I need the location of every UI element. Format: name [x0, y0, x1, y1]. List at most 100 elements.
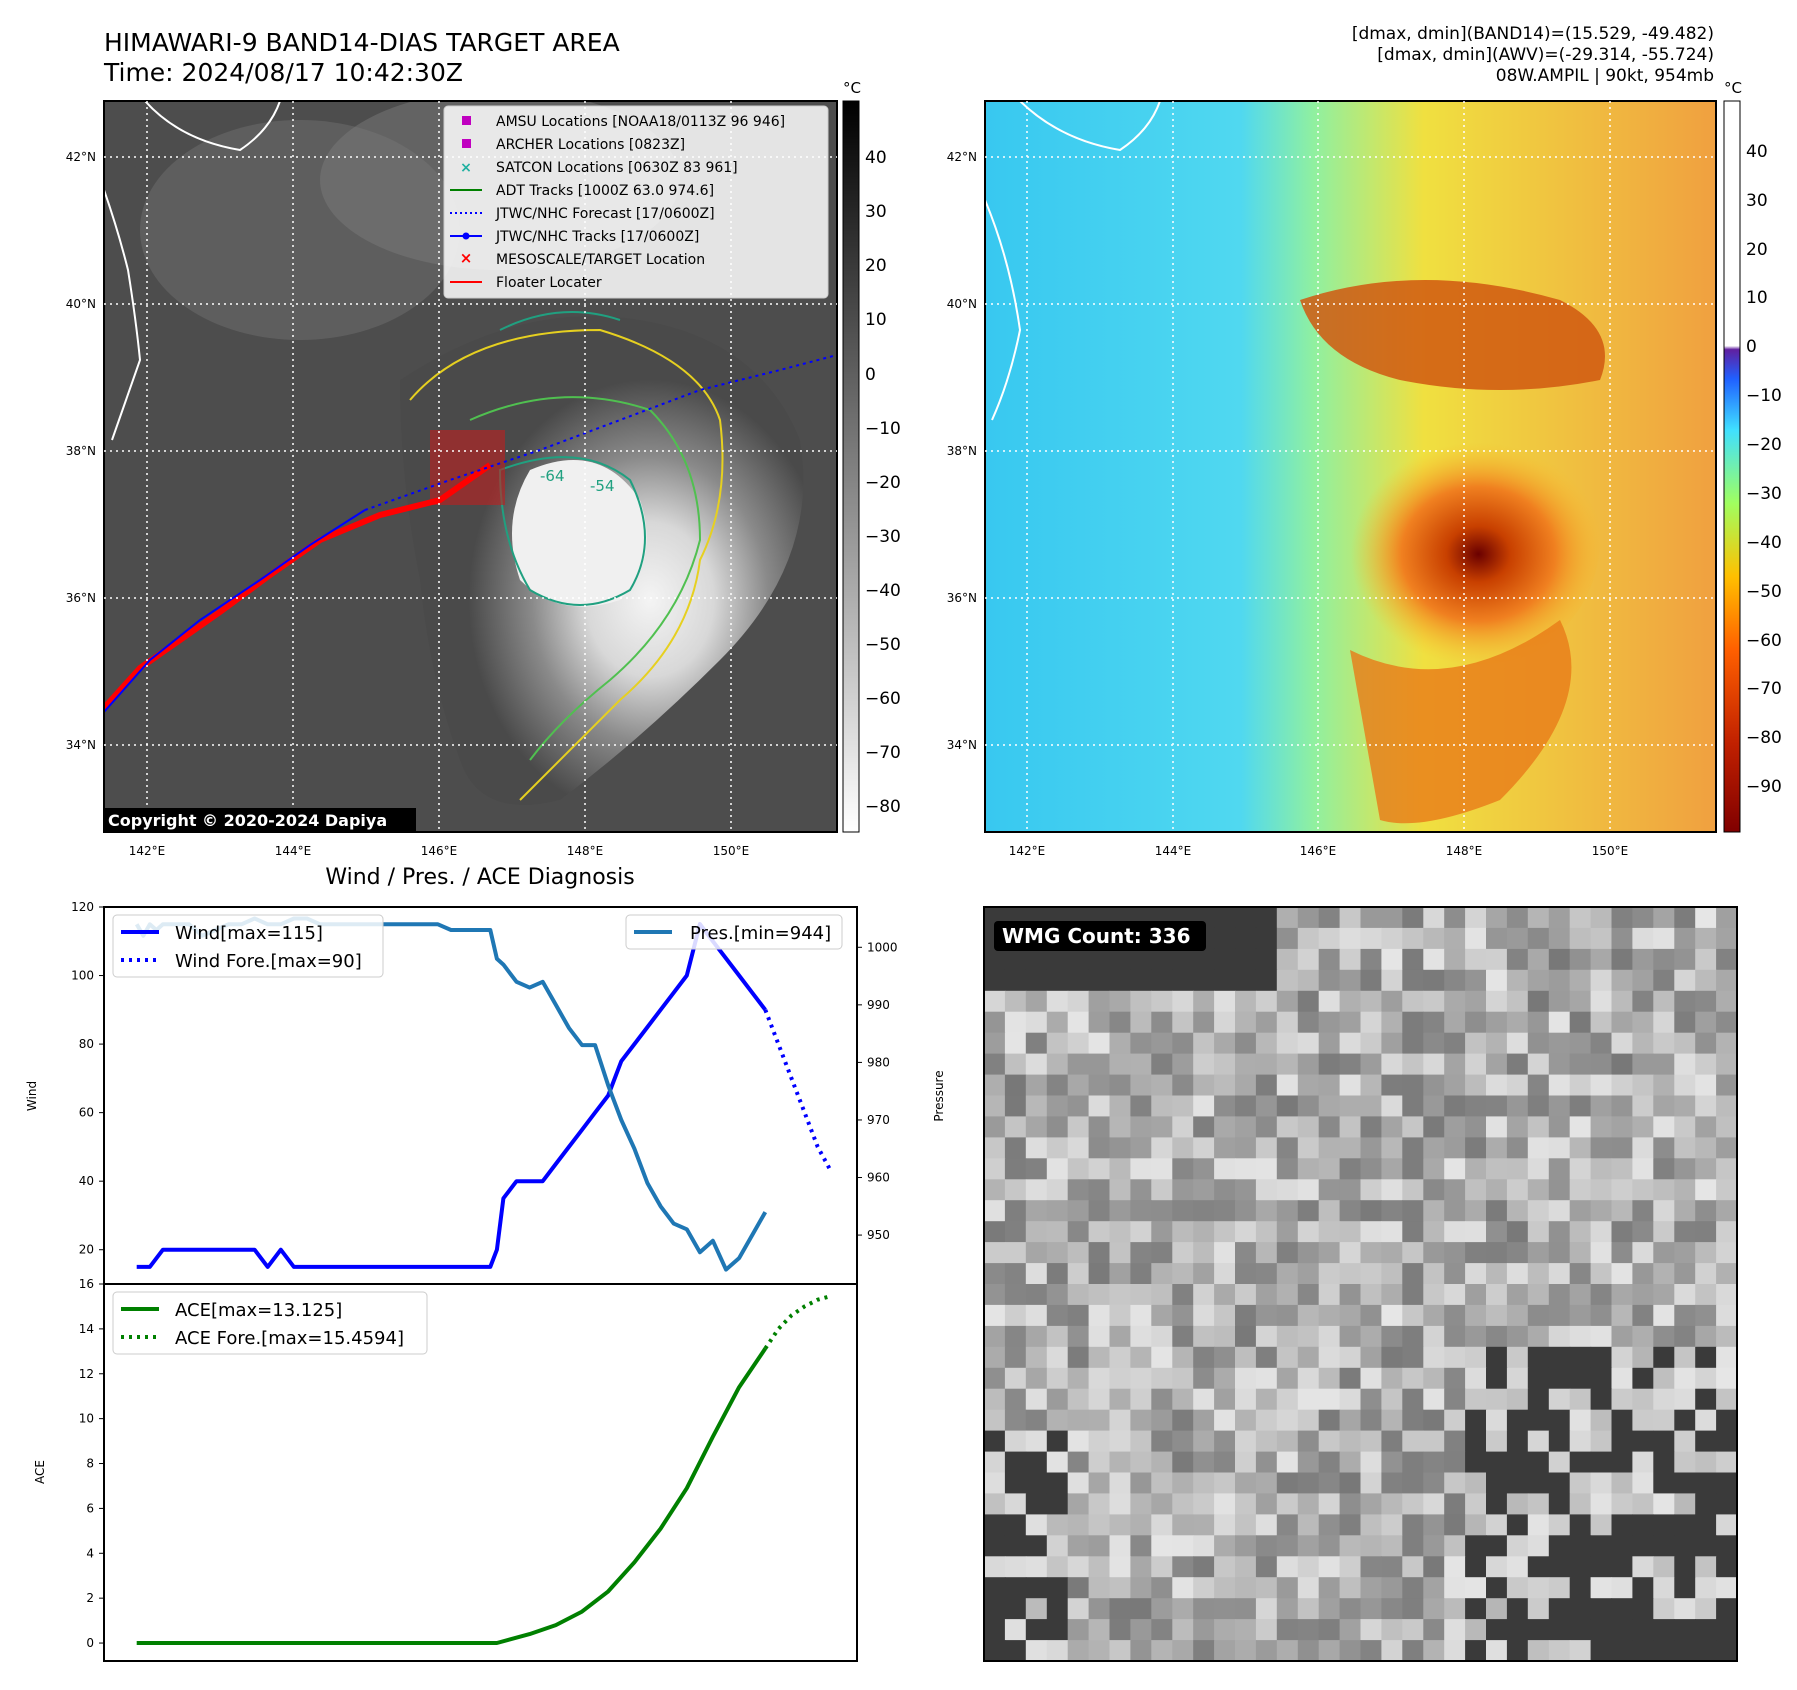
wmg-cell [1025, 1535, 1048, 1557]
wmg-cell [1590, 927, 1613, 950]
wmg-cell [1381, 1032, 1403, 1055]
wmg-cell [1590, 1346, 1613, 1369]
wmg-cell [1590, 1116, 1613, 1138]
wmg-cell [1297, 1284, 1320, 1306]
wmg-cell [1611, 1158, 1633, 1180]
wmg-cell [1674, 1346, 1696, 1369]
wmg-cell [1716, 1325, 1738, 1348]
wmg-cell [1255, 1158, 1278, 1180]
wmg-cell [1193, 1388, 1215, 1411]
wmg-cell [1423, 907, 1445, 929]
wmg-cell [1381, 1263, 1403, 1285]
wmg-cell [984, 1409, 1006, 1432]
wmg-cell [1067, 1325, 1090, 1348]
wmg-cell [1214, 1388, 1236, 1411]
wmg-cell [1423, 1284, 1445, 1306]
wmg-cell [1653, 1346, 1675, 1369]
wmg-cell [1444, 1493, 1466, 1515]
wmg-cell [984, 1011, 1006, 1034]
wmg-cell [1695, 1032, 1717, 1055]
wmg-cell [1004, 1053, 1027, 1076]
wmg-cell [1235, 1346, 1257, 1369]
wmg-cell [1527, 1556, 1550, 1578]
wmg-cell [1214, 969, 1236, 992]
wmg-cell [1130, 990, 1152, 1013]
wmg-cell [1716, 1619, 1738, 1641]
wmg-cell [1611, 1074, 1633, 1097]
wmg-cell [1423, 948, 1445, 971]
wmg-cell [1109, 1514, 1131, 1536]
wmg-cell [1088, 1556, 1111, 1578]
wmg-cell [1402, 1598, 1424, 1620]
wmg-cell [1674, 1430, 1696, 1453]
wmg-cell [1674, 1116, 1696, 1138]
wmg-cell [1235, 1409, 1257, 1432]
wmg-cell [1444, 1430, 1466, 1453]
wmg-cell [1611, 1179, 1633, 1201]
wmg-cell [1214, 1032, 1236, 1055]
wmg-cell [1486, 1451, 1508, 1474]
wmg-cell [1004, 1032, 1027, 1055]
wmg-cell [1548, 1367, 1571, 1390]
wmg-cell [984, 1263, 1006, 1285]
wmg-cell [1423, 1032, 1445, 1055]
wmg-cell [1193, 1074, 1215, 1097]
wmg-cell [1423, 1221, 1445, 1243]
wmg-cell [1611, 1367, 1633, 1390]
wmg-cell [1004, 1388, 1027, 1411]
wmg-cell [1653, 1577, 1675, 1599]
wmg-cell [1632, 1451, 1654, 1474]
wmg-cell [1109, 1242, 1131, 1264]
wmg-cell [1548, 1346, 1571, 1369]
wmg-cell [1465, 1640, 1487, 1662]
copyright-text: Copyright © 2020-2024 Dapiya [108, 811, 387, 830]
wmg-cell [1716, 1221, 1738, 1243]
wmg-cell [1214, 1535, 1236, 1557]
wmg-cell [1632, 1263, 1654, 1285]
wmg-cell [1590, 1221, 1613, 1243]
wmg-cell [1130, 1514, 1152, 1536]
wmg-cell [1067, 1074, 1090, 1097]
wmg-cell [1695, 1074, 1717, 1097]
wmg-cell [1360, 1179, 1382, 1201]
ir-tick-m60: −60 [865, 689, 901, 709]
wmg-cell [1360, 1158, 1382, 1180]
diagnosis-title: Wind / Pres. / ACE Diagnosis [325, 865, 634, 890]
wmg-cell [1151, 1304, 1173, 1327]
wmg-cell [1130, 1263, 1152, 1285]
wmg-cell [1465, 1493, 1487, 1515]
wmg-cell [1695, 1284, 1717, 1306]
wmg-cell [1235, 927, 1257, 950]
wmg-cell [1297, 1346, 1320, 1369]
wmg-cell [1172, 1430, 1194, 1453]
wmg-cell [1004, 1346, 1027, 1369]
wmg-cell [1067, 1221, 1090, 1243]
wmg-cell [1214, 1116, 1236, 1138]
wmg-cell [1088, 1158, 1111, 1180]
awv-lon-label-142: 142°E [1009, 844, 1046, 858]
wmg-cell [1653, 948, 1675, 971]
ir-colorbar [842, 100, 860, 833]
wmg-cell [1088, 1535, 1111, 1557]
wmg-cell [1506, 1640, 1529, 1662]
wmg-cell [1360, 969, 1382, 992]
wmg-cell [1130, 1556, 1152, 1578]
wmg-cell [1381, 1325, 1403, 1348]
wmg-cell [1444, 1346, 1466, 1369]
wmg-cell [1653, 1367, 1675, 1390]
wmg-cell [1130, 1284, 1152, 1306]
wmg-cell [1465, 1346, 1487, 1369]
wmg-cell [1130, 1430, 1152, 1453]
wmg-cell [1506, 1304, 1529, 1327]
wmg-cell [1297, 1053, 1320, 1076]
wmg-cell [1151, 1619, 1173, 1641]
wmg-cell [1297, 1556, 1320, 1578]
wmg-cell [1444, 948, 1466, 971]
wmg-cell [1339, 1493, 1362, 1515]
wmg-cell [984, 1158, 1006, 1180]
wmg-cell [1423, 990, 1445, 1013]
wmg-cell [1360, 1472, 1382, 1494]
wmg-cell [1276, 969, 1299, 992]
wmg-cell [1465, 1514, 1487, 1536]
wmg-cell [1716, 1116, 1738, 1138]
